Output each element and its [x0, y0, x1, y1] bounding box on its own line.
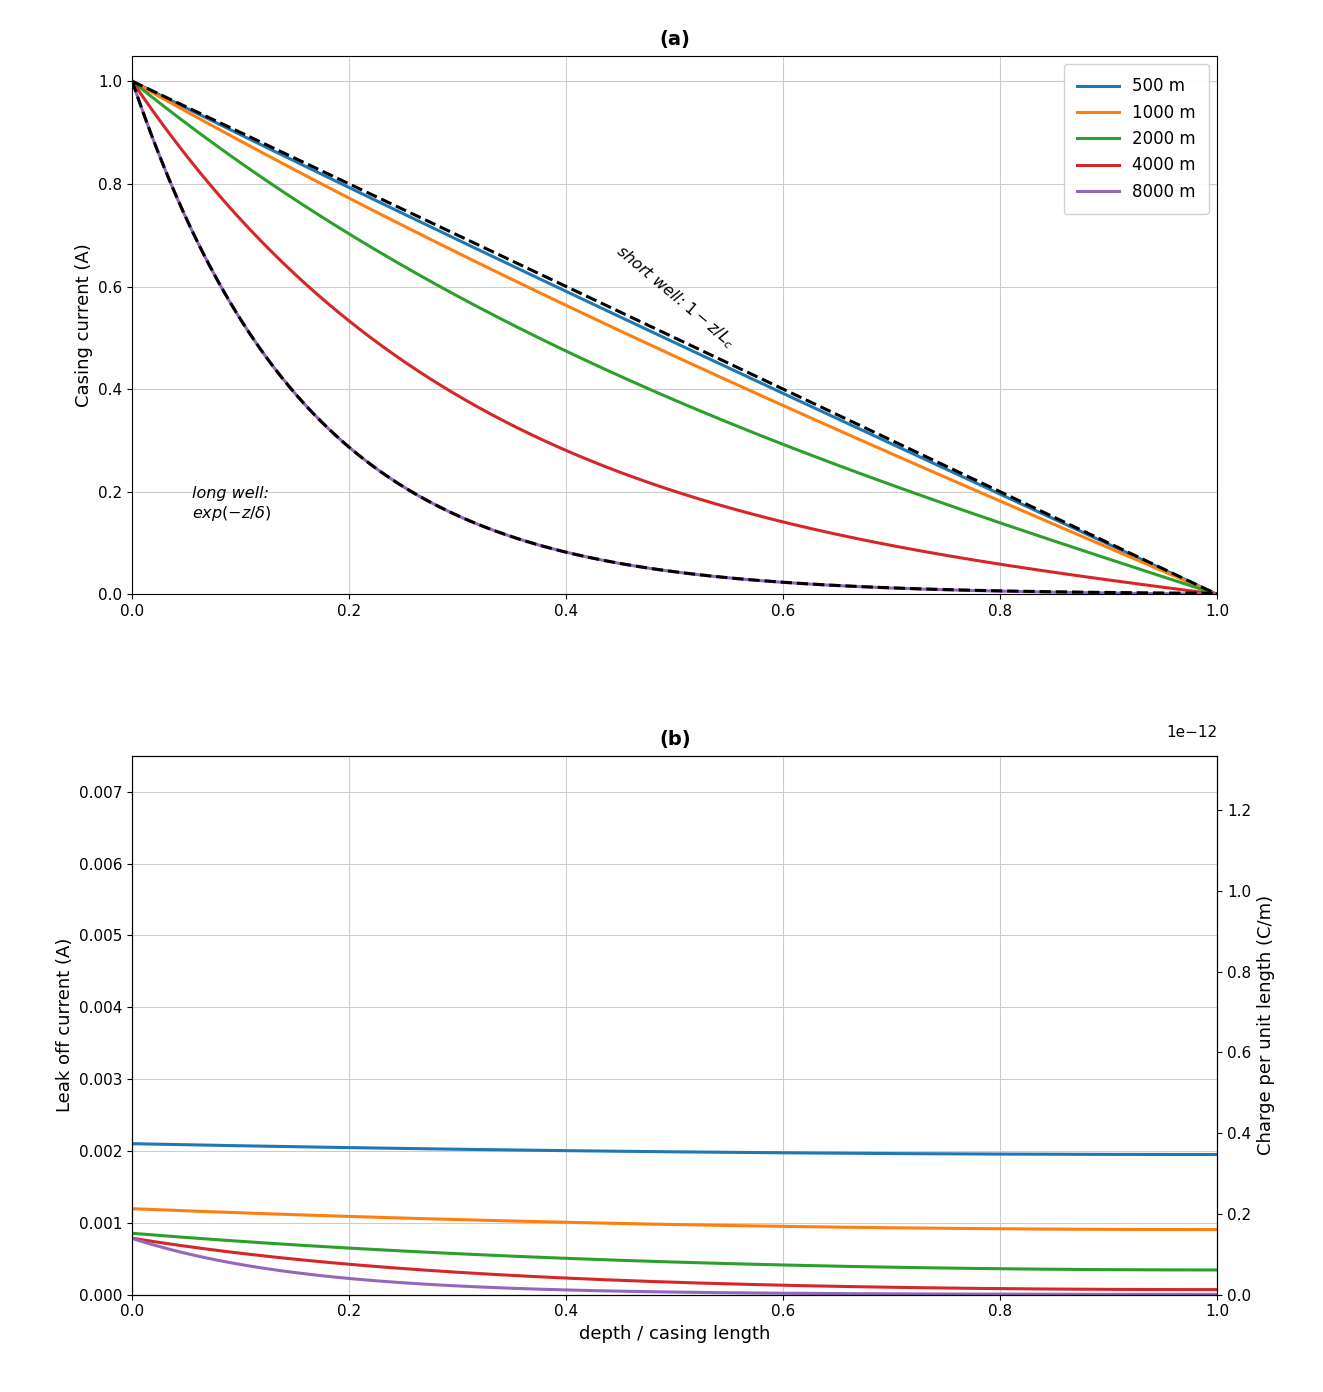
Y-axis label: Leak off current (A): Leak off current (A) [56, 938, 74, 1112]
4000 m [990, 555, 1005, 572]
4000 m [124, 72, 140, 89]
Line: 4000 m: 4000 m [132, 81, 1217, 594]
500 m [124, 72, 140, 89]
500 m [990, 484, 1005, 501]
Text: 1e−12: 1e−12 [1166, 725, 1217, 739]
Y-axis label: Charge per unit length (C/m): Charge per unit length (C/m) [1257, 895, 1274, 1155]
1000 m [235, 134, 251, 150]
4000 m [602, 461, 618, 477]
2000 m [1209, 586, 1225, 603]
1000 m [1209, 586, 1225, 603]
2000 m [564, 345, 579, 362]
8000 m [990, 583, 1005, 600]
500 m [869, 429, 885, 445]
8000 m [235, 315, 251, 331]
500 m [1209, 586, 1225, 603]
Text: long well:
$exp(-z/\delta)$: long well: $exp(-z/\delta)$ [192, 486, 271, 523]
4000 m [235, 214, 251, 231]
4000 m [869, 535, 885, 551]
500 m [235, 128, 251, 145]
1000 m [990, 491, 1005, 508]
Line: 8000 m: 8000 m [132, 81, 1217, 594]
Line: 500 m: 500 m [132, 81, 1217, 594]
8000 m [869, 579, 885, 596]
Y-axis label: Casing current (A): Casing current (A) [75, 244, 93, 406]
4000 m [1209, 586, 1225, 603]
4000 m [970, 553, 986, 569]
1000 m [970, 483, 986, 500]
2000 m [602, 363, 618, 380]
2000 m [970, 507, 986, 523]
2000 m [235, 156, 251, 173]
X-axis label: depth / casing length: depth / casing length [579, 1325, 770, 1343]
1000 m [124, 72, 140, 89]
Legend: 500 m, 1000 m, 2000 m, 4000 m, 8000 m: 500 m, 1000 m, 2000 m, 4000 m, 8000 m [1064, 64, 1209, 214]
1000 m [869, 438, 885, 455]
500 m [602, 303, 618, 320]
Line: 1000 m: 1000 m [132, 81, 1217, 594]
8000 m [124, 72, 140, 89]
Text: short well: $1 - z/L_c$: short well: $1 - z/L_c$ [611, 242, 738, 352]
Title: (b): (b) [659, 729, 691, 749]
2000 m [124, 72, 140, 89]
1000 m [564, 299, 579, 316]
500 m [564, 285, 579, 302]
8000 m [1209, 586, 1225, 603]
1000 m [602, 317, 618, 334]
Title: (a): (a) [659, 29, 691, 49]
2000 m [990, 514, 1005, 530]
8000 m [602, 553, 618, 569]
8000 m [970, 582, 986, 599]
500 m [970, 476, 986, 493]
8000 m [564, 546, 579, 562]
4000 m [564, 444, 579, 461]
2000 m [869, 472, 885, 489]
Line: 2000 m: 2000 m [132, 81, 1217, 594]
